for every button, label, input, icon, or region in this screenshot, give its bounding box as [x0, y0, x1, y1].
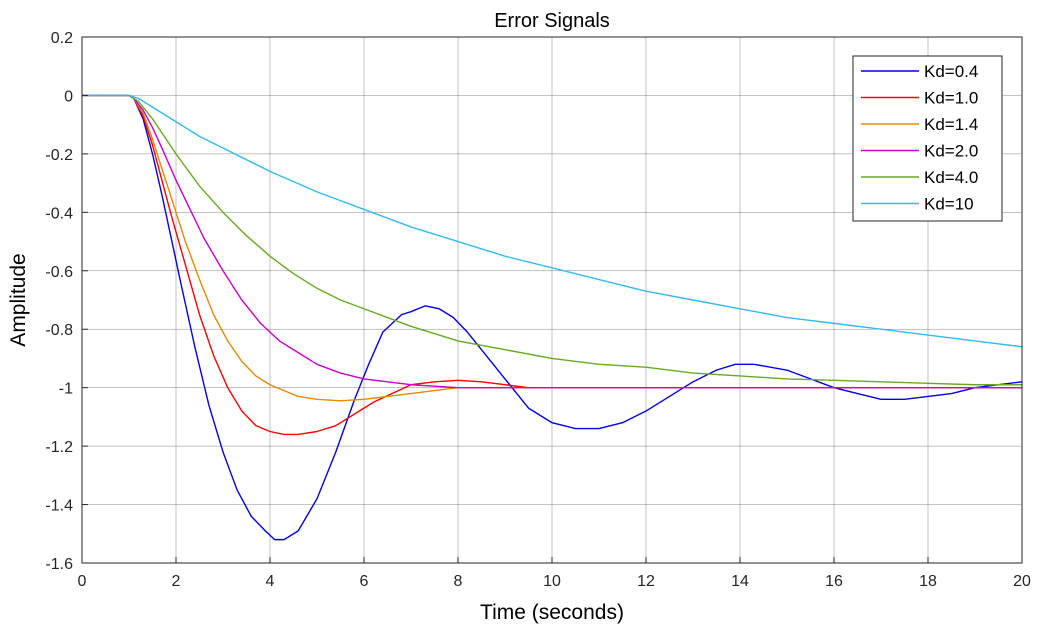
legend-label-1: Kd=1.0 — [924, 89, 978, 108]
legend-label-5: Kd=10 — [924, 195, 974, 214]
series-line-3 — [82, 94, 1022, 389]
x-tick-label-2: 4 — [266, 573, 275, 590]
x-tick-label-0: 0 — [78, 573, 87, 590]
legend-label-4: Kd=4.0 — [924, 168, 978, 187]
x-axis-label: Time (seconds) — [480, 601, 624, 624]
y-tick-labels: 0.2 0 -0.2 -0.4 -0.6 -0.8 -1 -1.2 -1.4 -1.6 — [45, 30, 88, 573]
y-tick-label-6: -1 — [59, 381, 73, 398]
legend-box — [852, 55, 1003, 222]
legend-label-3: Kd=2.0 — [924, 142, 978, 161]
legend-label-0: Kd=0.4 — [924, 62, 978, 81]
y-tick-label-3: -0.4 — [45, 205, 73, 222]
chart-title: Error Signals — [494, 10, 610, 32]
x-tick-label-6: 12 — [637, 573, 655, 590]
x-tick-label-1: 2 — [172, 573, 181, 590]
x-tick-label-8: 16 — [825, 573, 843, 590]
series-line-5 — [82, 94, 1023, 348]
y-axis-label: Amplitude — [7, 253, 30, 346]
x-tick-label-5: 10 — [543, 573, 561, 590]
legend-label-2: Kd=1.4 — [924, 115, 978, 134]
x-tick-label-4: 8 — [454, 573, 463, 590]
series-line-0 — [82, 94, 1023, 541]
y-tick-label-4: -0.6 — [45, 264, 73, 281]
x-tick-label-9: 18 — [919, 573, 937, 590]
y-tick-label-8: -1.4 — [45, 498, 73, 515]
series-line-4 — [82, 94, 1022, 386]
series-lines — [82, 94, 1023, 541]
y-tick-label-9: -1.6 — [45, 556, 73, 573]
x-tick-labels: 0 2 4 6 8 10 12 14 16 18 20 — [78, 557, 1031, 590]
y-tick-label-1: 0 — [64, 88, 73, 105]
x-tick-label-3: 6 — [360, 573, 369, 590]
y-tick-label-0: 0.2 — [51, 30, 73, 47]
y-tick-label-5: -0.8 — [45, 322, 73, 339]
y-tick-label-2: -0.2 — [45, 147, 73, 164]
x-tick-label-7: 14 — [731, 573, 749, 590]
y-tick-label-7: -1.2 — [45, 439, 73, 456]
legend: Kd=0.4 Kd=1.0 Kd=1.4 Kd=2.0 Kd=4.0 Kd=10 — [852, 55, 1003, 222]
x-tick-label-10: 20 — [1013, 573, 1031, 590]
